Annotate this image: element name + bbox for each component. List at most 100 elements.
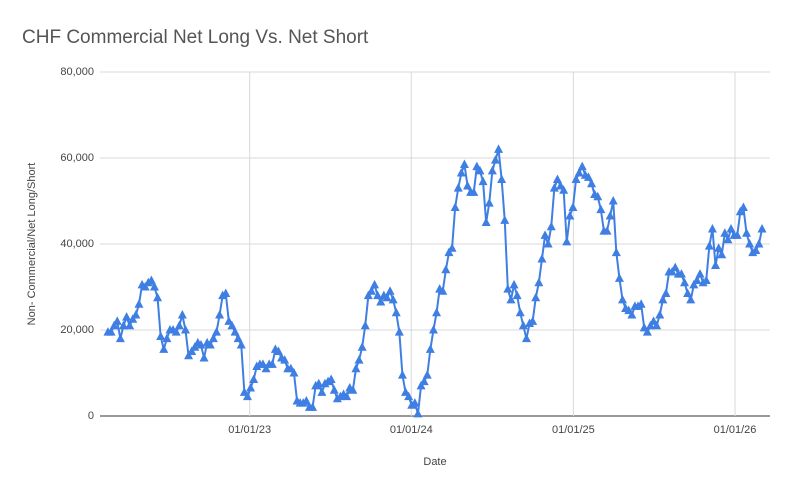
data-point [447,243,457,252]
data-point [577,161,587,171]
data-point [723,234,733,244]
data-point [658,294,668,304]
data-point [112,316,122,325]
data-point [596,204,606,214]
data-point [546,221,556,231]
data-point [317,387,327,396]
data-point [348,385,358,394]
data-point [438,286,448,295]
data-point [233,333,243,343]
data-point [735,206,745,216]
x-tick-label: 01/01/23 [228,424,271,436]
chart-title: CHF Commercial Net Long Vs. Net Short [22,27,369,48]
data-point [342,391,352,401]
data-point [410,398,420,407]
data-point [518,320,528,330]
data-point [301,395,311,405]
data-point [689,279,699,289]
data-point [180,325,190,334]
data-point [159,344,169,353]
data-point [249,374,259,383]
data-point [742,228,752,237]
data-point [366,286,376,295]
data-point [450,202,460,211]
y-tick-label: 80,000 [60,66,94,78]
x-tick-label: 01/01/25 [552,424,595,436]
data-point [187,346,197,355]
data-point [459,159,469,168]
data-point [177,309,187,319]
data-point [118,320,128,330]
data-point [528,316,538,325]
data-point [357,342,367,351]
data-point [587,178,597,188]
data-point [701,275,711,285]
data-point [714,243,724,252]
data-point [227,320,237,330]
data-point [242,391,252,401]
data-point [128,314,138,323]
data-point [153,292,163,302]
data-point [562,236,572,246]
data-point [490,155,500,164]
data-point [751,245,761,254]
data-point [289,368,299,377]
data-point [602,226,612,235]
data-point [568,202,578,211]
data-point [686,294,696,304]
data-point [416,380,426,390]
data-point [497,174,507,183]
data-point [149,282,159,291]
data-point [680,277,690,287]
data-point [574,168,584,177]
data-point [131,309,141,319]
data-point [140,282,150,291]
data-point [326,374,336,383]
data-point [745,239,755,248]
y-axis-label: Non- Commercial/Net Long/Short [26,163,38,326]
data-point [444,247,454,257]
data-point [515,307,525,317]
data-point [481,217,491,226]
data-point [618,294,628,304]
data-point [704,241,714,250]
data-point [636,299,646,308]
data-point [683,288,693,297]
x-axis-label: Date [423,456,446,468]
data-point [122,312,132,321]
data-point [156,331,166,340]
data-point [726,223,736,233]
data-point [125,320,135,330]
data-point [354,355,364,364]
data-point [593,191,603,201]
data-point [385,286,395,295]
x-tick-label: 01/01/26 [714,424,757,436]
y-tick-label: 20,000 [60,324,94,336]
data-point [329,385,339,394]
data-point [565,211,575,220]
data-point [463,180,473,190]
data-point [667,266,677,276]
data-point [221,288,231,297]
data-point [583,172,593,181]
data-point [190,342,200,351]
data-point [397,370,407,379]
y-tick-label: 0 [88,410,94,422]
data-point [199,352,209,362]
data-point [428,325,438,334]
data-point [692,275,702,285]
data-point [503,284,513,293]
data-point [314,378,324,388]
data-point [184,350,194,360]
data-point [655,309,665,319]
data-point [246,383,256,392]
data-point [645,320,655,330]
data-point [441,264,451,274]
data-point [757,223,767,233]
data-point [370,279,380,289]
data-point [642,327,652,336]
data-point [559,185,569,194]
data-point [627,309,637,319]
data-point [261,363,271,373]
data-point [388,294,398,304]
